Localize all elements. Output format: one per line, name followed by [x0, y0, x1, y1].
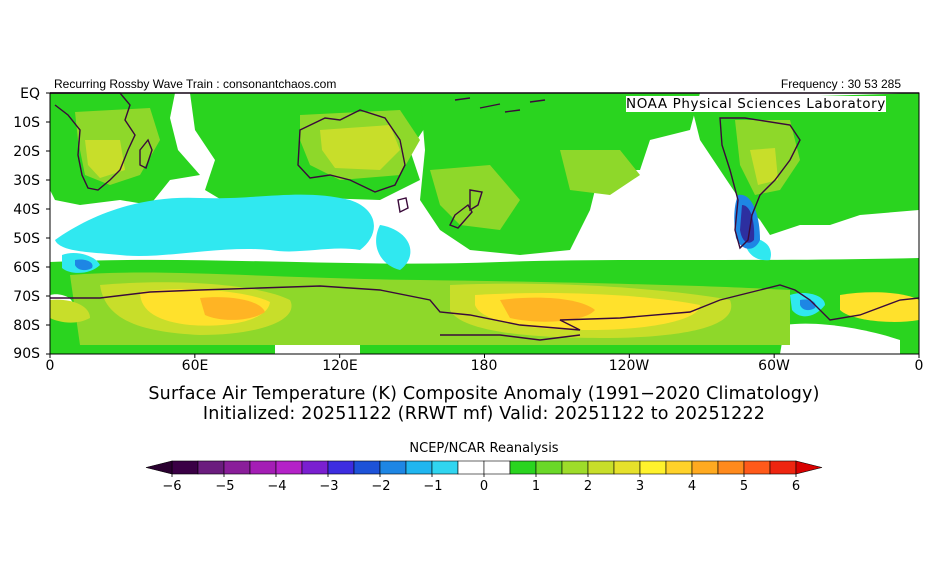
yg-region-africa: [85, 140, 125, 178]
colorbar-swatch: [665, 460, 693, 475]
colorbar-swatch: [301, 460, 329, 475]
colorbar-swatch: [197, 460, 225, 475]
colorbar-label: −4: [267, 479, 287, 494]
lon-label: 0: [45, 358, 55, 374]
colorbar-label: 1: [531, 479, 541, 494]
colorbar-swatch: [457, 460, 485, 475]
cyan-region-60s-east: [376, 225, 411, 270]
lat-label: 40S: [13, 202, 40, 218]
colorbar-label: 3: [635, 479, 645, 494]
lab-credit-text: NOAA Physical Sciences Laboratory: [626, 96, 886, 112]
colorbar-swatch: [561, 460, 589, 475]
colorbar-swatch: [743, 460, 771, 475]
colorbar-swatch: [431, 460, 459, 475]
colorbar-swatch: [171, 460, 199, 475]
colorbar-label: −5: [215, 479, 235, 494]
colorbar-swatch: [405, 460, 433, 475]
colorbar: [145, 460, 823, 477]
coastlines: [50, 92, 920, 341]
yellow-antarctic-left: [50, 299, 90, 323]
colorbar-label: −3: [319, 479, 339, 494]
colorbar-label: 5: [739, 479, 749, 494]
header-frequency-text: Frequency : 30 53 285: [780, 77, 901, 91]
yg-region-australia: [320, 125, 400, 170]
lon-label: 0: [914, 358, 924, 374]
coast-islands-maritime: [454, 97, 546, 113]
orange-antarctic-west: [200, 297, 265, 320]
axis-ticks: [46, 92, 920, 358]
orange-antarctic-ross: [500, 297, 595, 322]
colorbar-swatch: [353, 460, 381, 475]
header-source-text: Recurring Rossby Wave Train : consonantc…: [54, 77, 337, 91]
blue-region-atlantic: [75, 259, 93, 271]
colorbar-label: 0: [479, 479, 489, 494]
lightgreen-region-pacific: [560, 150, 640, 195]
lightgreen-region-tasman: [430, 165, 520, 230]
colorbar-label: 4: [687, 479, 697, 494]
colorbar-label: −1: [423, 479, 443, 494]
colorbar-swatch: [535, 460, 563, 475]
lat-label: 90S: [13, 346, 40, 362]
colorbar-swatch: [327, 460, 355, 475]
map-field: [50, 93, 919, 354]
coast-newzealand-north: [469, 189, 483, 212]
coast-antarctica: [50, 284, 920, 331]
deep-region-patagonia: [740, 205, 755, 243]
colorbar-swatch: [249, 460, 277, 475]
colorbar-swatch: [483, 460, 511, 475]
lon-label: 60E: [181, 358, 209, 374]
colorbar-swatch: [639, 460, 667, 475]
coast-africa: [50, 92, 136, 191]
lat-label: 60S: [13, 260, 40, 276]
colorbar-over-arrow: [795, 460, 823, 475]
colorbar-swatch: [691, 460, 719, 475]
lon-label: 180: [470, 358, 498, 374]
colorbar-swatch: [717, 460, 745, 475]
lat-label: 20S: [13, 144, 40, 160]
lat-label: 10S: [13, 115, 40, 131]
colorbar-swatch: [509, 460, 537, 475]
yg-region-samerica: [750, 148, 778, 185]
coast-newzealand-south: [449, 203, 473, 229]
colorbar-label: 6: [791, 479, 801, 494]
lon-label: 120E: [322, 358, 358, 374]
coast-ross-shelf: [440, 334, 581, 341]
plot-subtitle: Initialized: 20251122 (RRWT mf) Valid: 2…: [202, 404, 766, 424]
colorbar-swatch: [223, 460, 251, 475]
colorbar-caption: NCEP/NCAR Reanalysis: [409, 441, 559, 456]
coast-madagascar: [139, 138, 153, 169]
lon-label: 120W: [608, 358, 650, 374]
cyan-region-southern-indian: [55, 194, 374, 257]
colorbar-swatch: [613, 460, 641, 475]
colorbar-swatch: [379, 460, 407, 475]
lat-label: 50S: [13, 231, 40, 247]
colorbar-swatch: [769, 460, 797, 475]
lat-label: EQ: [20, 86, 40, 102]
lon-label: 60W: [758, 358, 790, 374]
colorbar-label: −6: [162, 479, 182, 494]
lat-label: 70S: [13, 289, 40, 305]
white-region-west-antarctic: [780, 323, 900, 354]
colorbar-label: 2: [583, 479, 593, 494]
colorbar-label: −2: [371, 479, 391, 494]
coast-australia: [297, 109, 406, 193]
coast-samerica: [719, 117, 801, 250]
colorbar-under-arrow: [145, 460, 173, 475]
plot-title: Surface Air Temperature (K) Composite An…: [148, 384, 820, 404]
lat-label: 80S: [13, 318, 40, 334]
coast-tasmania: [397, 197, 409, 214]
colorbar-swatch: [275, 460, 303, 475]
lat-label: 30S: [13, 173, 40, 189]
colorbar-swatch: [587, 460, 615, 475]
